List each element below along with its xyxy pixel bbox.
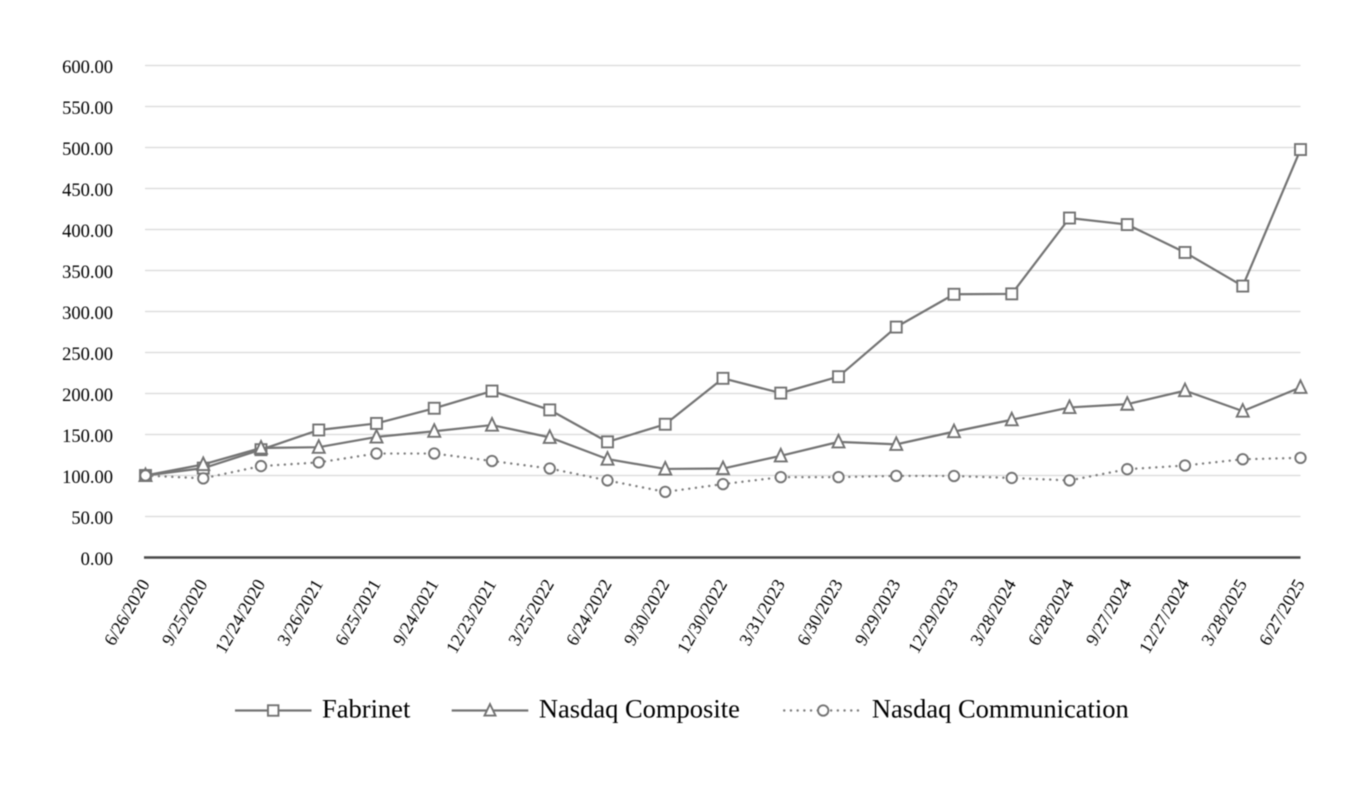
svg-text:150.00: 150.00 (62, 427, 113, 447)
svg-text:200.00: 200.00 (62, 386, 113, 406)
svg-text:50.00: 50.00 (71, 509, 113, 529)
svg-text:Nasdaq Composite: Nasdaq Composite (539, 694, 740, 724)
svg-text:450.00: 450.00 (62, 181, 113, 201)
svg-text:600.00: 600.00 (62, 58, 113, 78)
svg-text:Fabrinet: Fabrinet (322, 694, 411, 724)
svg-text:550.00: 550.00 (62, 99, 113, 119)
svg-text:300.00: 300.00 (62, 304, 113, 324)
svg-text:350.00: 350.00 (62, 263, 113, 283)
svg-text:400.00: 400.00 (62, 222, 113, 242)
svg-text:500.00: 500.00 (62, 140, 113, 160)
svg-text:Nasdaq Communication: Nasdaq Communication (872, 694, 1129, 724)
svg-text:250.00: 250.00 (62, 345, 113, 365)
svg-text:100.00: 100.00 (62, 468, 113, 488)
svg-text:0.00: 0.00 (81, 550, 113, 570)
